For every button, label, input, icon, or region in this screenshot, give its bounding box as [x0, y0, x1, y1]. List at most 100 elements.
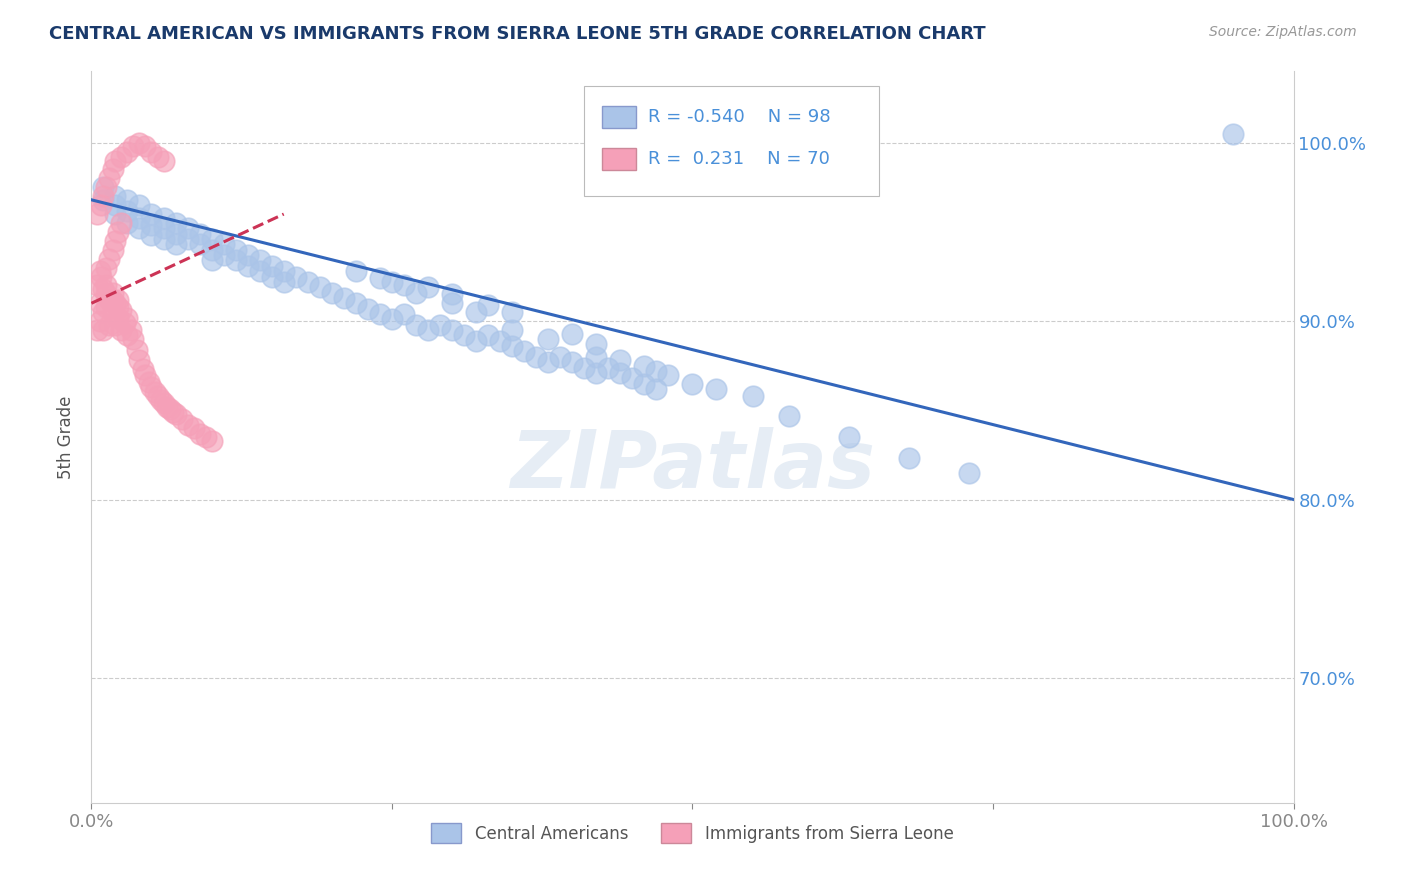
Point	[183, 421, 205, 435]
Point	[477, 298, 499, 312]
Point	[333, 291, 356, 305]
Point	[110, 303, 132, 318]
Point	[176, 232, 198, 246]
Text: R =  0.231    N = 70: R = 0.231 N = 70	[648, 150, 830, 168]
Point	[152, 232, 174, 246]
Point	[117, 328, 139, 343]
Point	[273, 264, 295, 278]
Point	[609, 366, 631, 380]
Point	[633, 376, 655, 391]
Point	[101, 293, 124, 307]
Point	[159, 401, 181, 416]
Point	[1222, 127, 1244, 141]
Point	[152, 221, 174, 235]
Point	[465, 334, 488, 348]
Point	[146, 389, 169, 403]
Text: Source: ZipAtlas.com: Source: ZipAtlas.com	[1209, 25, 1357, 39]
Point	[897, 451, 920, 466]
Text: CENTRAL AMERICAN VS IMMIGRANTS FROM SIERRA LEONE 5TH GRADE CORRELATION CHART: CENTRAL AMERICAN VS IMMIGRANTS FROM SIER…	[49, 25, 986, 43]
Point	[368, 307, 391, 321]
Point	[212, 248, 235, 262]
Point	[188, 237, 211, 252]
Point	[260, 259, 283, 273]
Point	[284, 269, 307, 284]
Point	[134, 368, 156, 382]
Point	[957, 466, 980, 480]
Point	[225, 253, 247, 268]
Point	[156, 400, 179, 414]
Point	[344, 264, 367, 278]
Point	[110, 323, 132, 337]
Point	[93, 323, 115, 337]
Point	[128, 353, 150, 368]
Legend: Central Americans, Immigrants from Sierra Leone: Central Americans, Immigrants from Sierr…	[425, 817, 960, 849]
FancyBboxPatch shape	[602, 148, 636, 170]
Point	[132, 362, 155, 376]
Point	[381, 312, 404, 326]
Point	[405, 318, 427, 332]
Point	[152, 211, 174, 225]
Point	[104, 318, 127, 332]
Point	[489, 334, 512, 348]
Point	[165, 407, 187, 421]
Point	[141, 380, 163, 394]
Point	[110, 216, 132, 230]
Point	[368, 271, 391, 285]
Point	[104, 296, 127, 310]
Point	[297, 275, 319, 289]
Point	[477, 328, 499, 343]
Point	[94, 278, 117, 293]
Point	[94, 287, 117, 301]
Point	[122, 139, 145, 153]
Point	[838, 430, 860, 444]
Point	[104, 198, 127, 212]
Point	[152, 153, 174, 168]
Point	[440, 323, 463, 337]
Point	[117, 203, 139, 218]
Point	[98, 318, 121, 332]
Text: R = -0.540    N = 98: R = -0.540 N = 98	[648, 109, 831, 127]
Point	[188, 227, 211, 241]
Point	[122, 332, 145, 346]
FancyBboxPatch shape	[602, 106, 636, 128]
Point	[165, 237, 187, 252]
Point	[107, 310, 129, 325]
Point	[308, 280, 330, 294]
Point	[645, 382, 668, 396]
Point	[598, 360, 620, 375]
Point	[93, 189, 115, 203]
Point	[125, 343, 148, 357]
Point	[98, 171, 121, 186]
Point	[101, 305, 124, 319]
Point	[548, 350, 571, 364]
Point	[501, 339, 523, 353]
Point	[128, 221, 150, 235]
Point	[405, 285, 427, 300]
Point	[141, 218, 163, 232]
Point	[201, 232, 224, 246]
Point	[585, 350, 607, 364]
Point	[260, 269, 283, 284]
FancyBboxPatch shape	[585, 86, 879, 195]
Point	[170, 412, 193, 426]
Point	[585, 366, 607, 380]
Point	[249, 253, 271, 268]
Point	[162, 405, 184, 419]
Point	[344, 296, 367, 310]
Point	[110, 150, 132, 164]
Point	[633, 359, 655, 373]
Point	[273, 275, 295, 289]
Point	[98, 252, 121, 266]
Point	[93, 193, 115, 207]
Point	[104, 153, 127, 168]
Point	[212, 237, 235, 252]
Point	[429, 318, 451, 332]
Point	[561, 326, 583, 341]
Point	[128, 136, 150, 150]
Point	[236, 259, 259, 273]
Point	[188, 426, 211, 441]
Point	[165, 227, 187, 241]
Point	[141, 207, 163, 221]
Point	[524, 350, 547, 364]
Point	[513, 344, 536, 359]
